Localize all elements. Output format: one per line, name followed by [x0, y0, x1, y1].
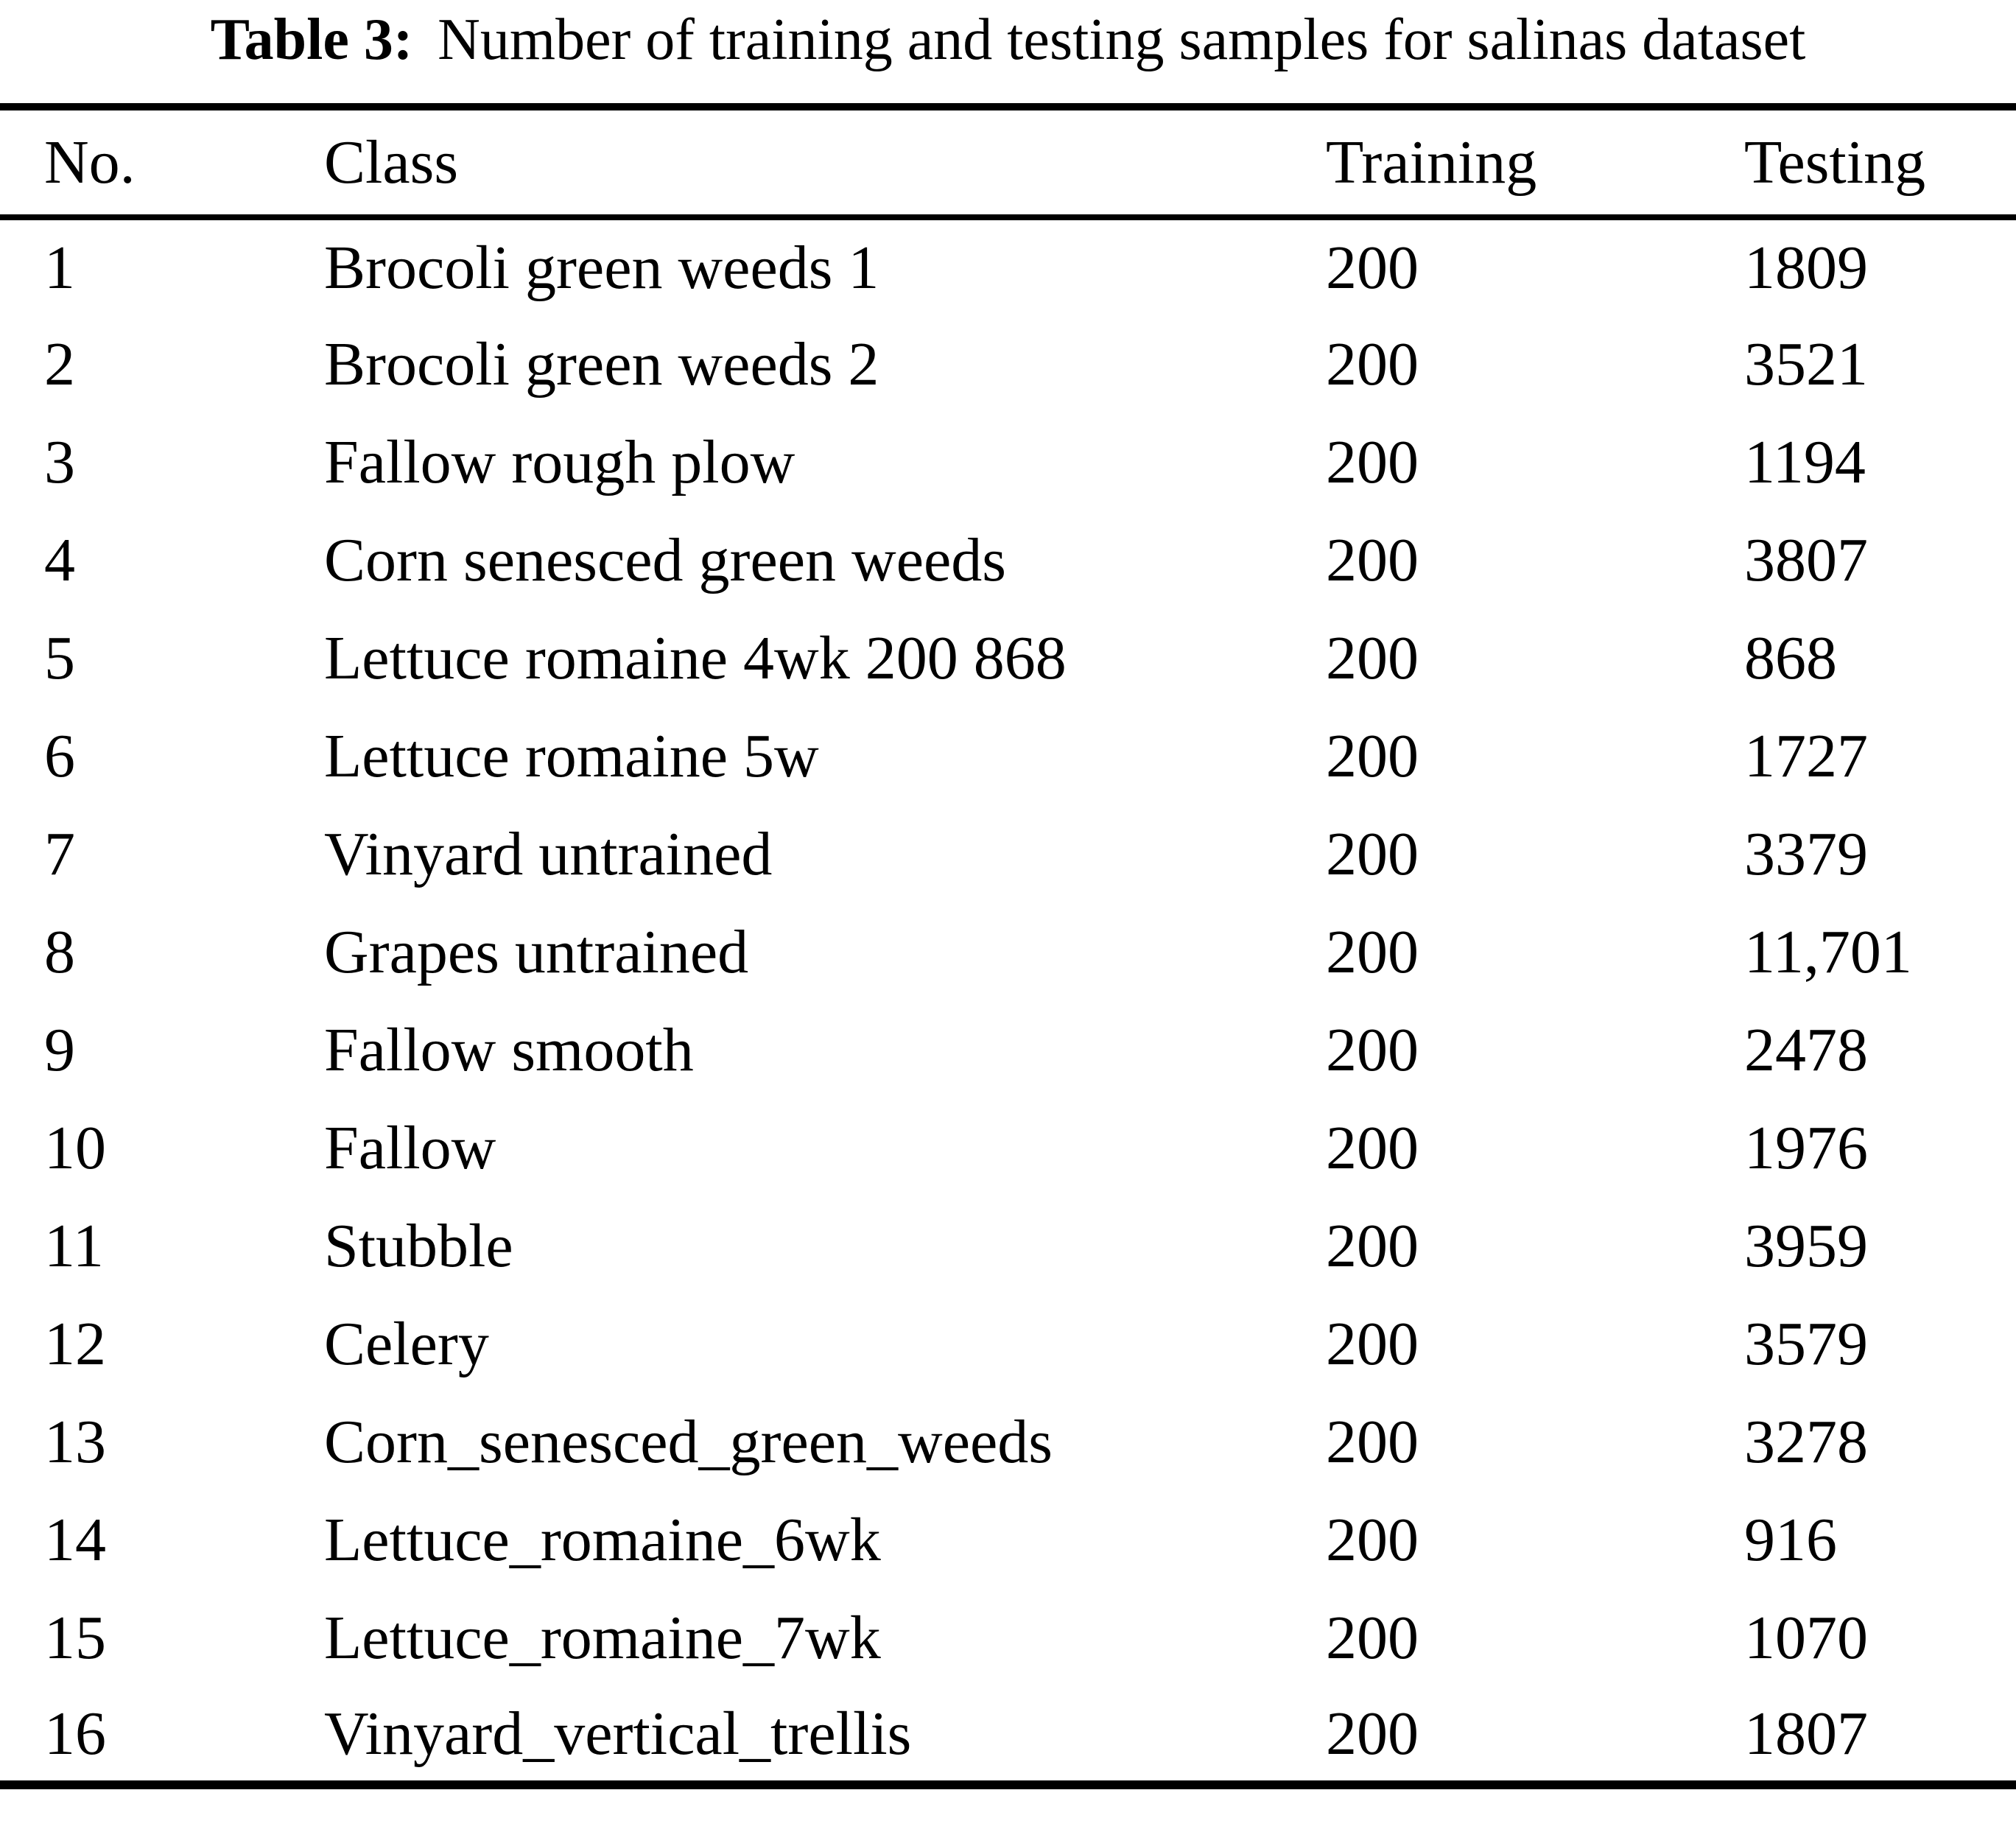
cell-training: 200	[1326, 1699, 1419, 1768]
table-header: No. Class Training Testing	[0, 107, 2016, 217]
cell-no: 2	[44, 330, 75, 399]
table-row: 16 Vinyard_vertical_trellis 200 1807	[0, 1687, 2016, 1785]
header-training: Training	[1326, 128, 1537, 197]
table-body: 1 Brocoli green weeds 1 200 1809 2 Brocoli gr…	[0, 217, 2016, 1785]
cell-training: 200	[1326, 1310, 1419, 1378]
cell-training: 200	[1326, 1016, 1419, 1084]
table-row: 1 Brocoli green weeds 1 200 1809	[0, 217, 2016, 315]
table-row: 3 Fallow rough plow 200 1194	[0, 413, 2016, 511]
table-caption: Table 3: Number of training and testing s…	[0, 3, 2016, 77]
cell-class: Corn senesced green weeds	[324, 526, 1006, 594]
table-row: 4 Corn senesced green weeds 200 3807	[0, 511, 2016, 609]
cell-training: 200	[1326, 1408, 1419, 1476]
cell-testing: 3521	[1744, 330, 1868, 399]
cell-testing: 3379	[1744, 820, 1868, 888]
table-row: 8 Grapes untrained 200 11,701	[0, 903, 2016, 1001]
cell-testing: 11,701	[1744, 918, 1912, 986]
cell-training: 200	[1326, 918, 1419, 986]
cell-testing: 1070	[1744, 1604, 1868, 1672]
table-row: 15 Lettuce_romaine_7wk 200 1070	[0, 1589, 2016, 1687]
cell-no: 16	[44, 1699, 106, 1768]
cell-no: 9	[44, 1016, 75, 1084]
cell-no: 1	[44, 234, 75, 302]
cell-testing: 1976	[1744, 1114, 1868, 1182]
cell-training: 200	[1326, 330, 1419, 399]
cell-testing: 3807	[1744, 526, 1868, 594]
cell-class: Fallow rough plow	[324, 428, 795, 496]
cell-no: 6	[44, 722, 75, 790]
cell-training: 200	[1326, 1114, 1419, 1182]
cell-testing: 1194	[1744, 428, 1866, 496]
cell-class: Celery	[324, 1310, 489, 1378]
cell-testing: 1807	[1744, 1699, 1868, 1768]
cell-training: 200	[1326, 722, 1419, 790]
cell-no: 5	[44, 624, 75, 692]
cell-no: 4	[44, 526, 75, 594]
cell-no: 8	[44, 918, 75, 986]
cell-testing: 1727	[1744, 722, 1868, 790]
table-row: 5 Lettuce romaine 4wk 200 868 200 868	[0, 609, 2016, 707]
cell-class: Fallow smooth	[324, 1016, 694, 1084]
cell-testing: 3278	[1744, 1408, 1868, 1476]
cell-no: 13	[44, 1408, 106, 1476]
table-row: 13 Corn_senesced_green_weeds 200 3278	[0, 1393, 2016, 1491]
cell-class: Vinyard_vertical_trellis	[324, 1699, 912, 1768]
cell-no: 15	[44, 1604, 106, 1672]
table-row: 6 Lettuce romaine 5w 200 1727	[0, 707, 2016, 805]
header-no: No.	[44, 128, 136, 197]
header-row: No. Class Training Testing	[0, 107, 2016, 217]
cell-training: 200	[1326, 624, 1419, 692]
table-caption-text: Number of training and testing samples f…	[438, 7, 1806, 72]
cell-class: Lettuce_romaine_7wk	[324, 1604, 881, 1672]
cell-training: 200	[1326, 428, 1419, 496]
cell-no: 3	[44, 428, 75, 496]
cell-class: Lettuce romaine 5w	[324, 722, 819, 790]
cell-testing: 1809	[1744, 234, 1868, 302]
cell-class: Corn_senesced_green_weeds	[324, 1408, 1053, 1476]
table-row: 11 Stubble 200 3959	[0, 1197, 2016, 1295]
table-row: 14 Lettuce_romaine_6wk 200 916	[0, 1491, 2016, 1589]
samples-table: No. Class Training Testing 1 Brocoli gree…	[0, 103, 2016, 1789]
cell-no: 11	[44, 1212, 104, 1280]
cell-training: 200	[1326, 1506, 1419, 1574]
header-testing: Testing	[1744, 128, 1926, 197]
cell-no: 12	[44, 1310, 106, 1378]
cell-class: Brocoli green weeds 2	[324, 330, 879, 399]
cell-class: Brocoli green weeds 1	[324, 234, 879, 302]
cell-testing: 3579	[1744, 1310, 1868, 1378]
cell-class: Lettuce romaine 4wk 200 868	[324, 624, 1067, 692]
cell-class: Grapes untrained	[324, 918, 749, 986]
cell-training: 200	[1326, 1212, 1419, 1280]
cell-class: Fallow	[324, 1114, 496, 1182]
cell-class: Stubble	[324, 1212, 513, 1280]
table-row: 10 Fallow 200 1976	[0, 1099, 2016, 1197]
cell-training: 200	[1326, 234, 1419, 302]
cell-no: 7	[44, 820, 75, 888]
cell-training: 200	[1326, 526, 1419, 594]
cell-testing: 2478	[1744, 1016, 1868, 1084]
table-row: 9 Fallow smooth 200 2478	[0, 1001, 2016, 1099]
table-caption-label: Table 3:	[210, 7, 413, 72]
cell-no: 14	[44, 1506, 106, 1574]
cell-testing: 868	[1744, 624, 1837, 692]
cell-training: 200	[1326, 1604, 1419, 1672]
cell-testing: 916	[1744, 1506, 1837, 1574]
cell-training: 200	[1326, 820, 1419, 888]
table-row: 7 Vinyard untrained 200 3379	[0, 805, 2016, 903]
cell-class: Vinyard untrained	[324, 820, 773, 888]
header-class: Class	[324, 128, 459, 197]
cell-no: 10	[44, 1114, 106, 1182]
table-row: 12 Celery 200 3579	[0, 1295, 2016, 1393]
table-row: 2 Brocoli green weeds 2 200 3521	[0, 315, 2016, 413]
cell-testing: 3959	[1744, 1212, 1868, 1280]
cell-class: Lettuce_romaine_6wk	[324, 1506, 881, 1574]
